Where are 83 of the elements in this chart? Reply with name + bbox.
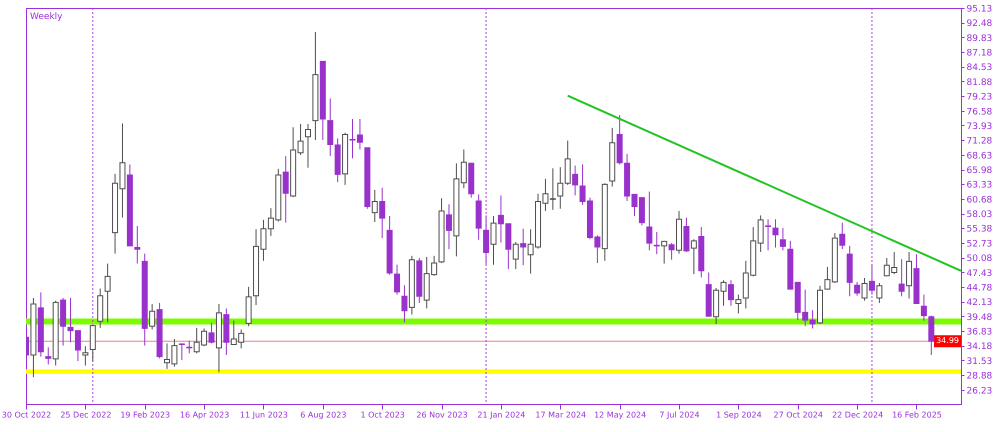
x-tick-label: 25 Dec 2022 <box>60 410 112 420</box>
y-tick-label: 58.03 <box>966 210 992 220</box>
candlestick <box>446 204 452 250</box>
y-tick-label: 68.63 <box>966 151 992 162</box>
candlestick <box>854 281 860 296</box>
y-tick-label: 47.43 <box>966 268 992 279</box>
candlestick <box>661 240 668 264</box>
candlestick <box>876 282 882 304</box>
candlestick <box>90 325 96 362</box>
y-tick-label: 31.53 <box>966 356 992 367</box>
candlestick <box>178 342 185 361</box>
candlestick <box>839 222 846 250</box>
x-tick-label: 7 Jul 2024 <box>659 410 700 420</box>
y-tick-label: 28.88 <box>966 372 993 382</box>
candlestick <box>690 238 697 275</box>
x-tick-label: 30 Oct 2022 <box>2 410 52 420</box>
y-tick-label: 63.33 <box>966 180 992 191</box>
y-tick-label: 39.48 <box>966 312 993 323</box>
candlestick <box>134 225 140 264</box>
x-tick-label: 17 Mar 2024 <box>535 410 586 420</box>
candlestick <box>780 228 786 251</box>
x-tick-label: 19 Feb 2023 <box>120 410 170 420</box>
candlestick <box>668 242 675 260</box>
chart-title: Weekly <box>30 12 64 22</box>
y-tick-label: 44.78 <box>966 283 993 294</box>
y-tick-label: 36.83 <box>966 328 992 338</box>
y-tick-label: 87.18 <box>966 48 993 59</box>
candlestick <box>282 156 289 224</box>
x-tick-label: 27 Oct 2024 <box>774 410 823 420</box>
y-tick-label: 95.13 <box>966 4 992 14</box>
x-tick-label: 1 Oct 2023 <box>360 410 405 420</box>
x-tick-label: 22 Dec 2024 <box>832 410 884 420</box>
y-tick-label: 42.13 <box>966 298 992 308</box>
y-tick-label: 73.93 <box>966 122 992 132</box>
candlestick <box>735 294 742 314</box>
y-tick-label: 26.23 <box>966 386 992 396</box>
x-tick-label: 16 Apr 2023 <box>180 410 230 420</box>
y-tick-label: 50.08 <box>966 254 993 264</box>
candlestick <box>149 304 156 330</box>
candlestick <box>898 258 905 297</box>
candlestick <box>646 191 652 251</box>
y-tick-label: 65.98 <box>966 166 993 176</box>
candlestick <box>772 218 778 248</box>
y-tick-label: 81.88 <box>966 78 993 88</box>
candlestick <box>208 322 215 344</box>
y-tick-label: 34.18 <box>966 342 993 352</box>
y-tick-label: 71.28 <box>966 136 993 147</box>
candlestick <box>654 232 660 255</box>
x-tick-label: 16 Feb 2025 <box>892 410 942 420</box>
candlestick <box>920 294 927 322</box>
candlestick <box>483 214 490 266</box>
y-tick-label: 92.48 <box>966 19 993 30</box>
candlestick <box>765 218 772 251</box>
candlestick <box>862 278 868 302</box>
candlestick <box>520 228 526 266</box>
x-tick-label: 21 Jan 2024 <box>477 410 526 420</box>
x-tick-label: 12 May 2024 <box>594 410 646 420</box>
candlestick <box>868 264 875 296</box>
x-tick-label: 11 Jun 2023 <box>240 410 288 420</box>
x-tick-label: 26 Nov 2023 <box>416 410 468 420</box>
y-tick-label: 84.53 <box>966 63 992 74</box>
candlestick <box>45 346 52 365</box>
candlestick <box>572 165 578 196</box>
y-tick-label: 55.38 <box>966 224 993 235</box>
y-tick-label: 60.68 <box>966 195 993 206</box>
candlestick <box>372 189 378 223</box>
candlestick <box>728 280 734 306</box>
candlestick <box>186 340 192 354</box>
candlestick <box>490 215 496 266</box>
y-tick-label: 52.73 <box>966 239 992 250</box>
candlestick <box>401 284 408 323</box>
y-tick-label: 89.83 <box>966 34 992 44</box>
x-tick-label: 6 Aug 2023 <box>300 410 346 420</box>
x-tick-label: 1 Sep 2024 <box>716 410 762 420</box>
candlestick <box>304 123 311 168</box>
y-tick-label: 76.58 <box>966 107 993 118</box>
ref-line-label: 34.99 <box>936 336 959 346</box>
candlestick <box>512 241 519 270</box>
y-tick-label: 79.23 <box>966 92 992 103</box>
candlestick <box>82 346 88 366</box>
candlestick <box>379 187 386 239</box>
candlestick <box>394 264 400 296</box>
candlestick <box>104 263 111 323</box>
